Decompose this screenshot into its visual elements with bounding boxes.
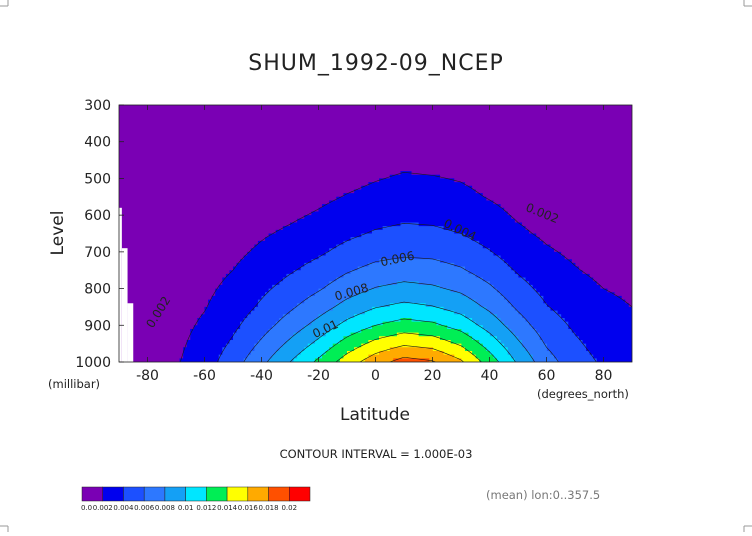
- contour-band-6: [314, 317, 498, 362]
- y-tick-label: 600: [84, 208, 111, 224]
- y-tick-label: 400: [84, 135, 111, 151]
- legend-label: 0.012: [196, 504, 216, 512]
- legend-swatch-3: [143, 486, 166, 502]
- x-tick-label: 40: [481, 368, 499, 384]
- legend-swatch-1: [102, 486, 124, 502]
- mean-note: (mean) lon:0..357.5: [486, 488, 600, 502]
- legend-swatch-0: [81, 486, 103, 502]
- contour-line-0.004: [217, 223, 597, 362]
- contour-interval-text: CONTOUR INTERVAL = 1.000E-03: [280, 447, 473, 461]
- contour-line-0.018: [389, 356, 436, 362]
- contour-band-8: [364, 347, 462, 362]
- legend-label: 0.01: [178, 504, 194, 512]
- chart-title: SHUM_1992-09_NCEP: [248, 51, 504, 76]
- contour-line-0.01: [289, 301, 516, 362]
- x-tick-label: 60: [538, 368, 556, 384]
- legend-label: 0.014: [217, 504, 238, 512]
- legend-label: 0.0: [81, 504, 92, 512]
- legend-label: 0.004: [113, 504, 134, 512]
- x-tick-label: -80: [136, 368, 159, 384]
- contour-line-0.002: [180, 172, 632, 362]
- contour-line-0.006: [243, 256, 559, 362]
- contour-band-3: [243, 255, 558, 362]
- legend-swatch-6: [206, 486, 228, 502]
- missing-data-region-0: [119, 207, 122, 362]
- y-tick-label: 500: [84, 171, 111, 187]
- legend-swatch-10: [289, 486, 311, 502]
- contour-band-2: [218, 222, 597, 362]
- missing-data-region-1: [121, 248, 128, 362]
- contour-line-0.008: [266, 281, 535, 362]
- x-units-label: (degrees_north): [537, 387, 629, 401]
- contour-label-3: 0.006: [379, 249, 416, 270]
- x-tick-label: -20: [307, 368, 330, 384]
- legend-label: 0.016: [238, 504, 259, 512]
- legend-label: 0.002: [93, 504, 113, 512]
- legend-swatch-9: [268, 486, 290, 502]
- legend-swatch-5: [185, 486, 207, 502]
- x-axis: -80 -60 -40 -20 0 20 40 60 80: [136, 105, 612, 384]
- x-tick-label: 20: [424, 368, 442, 384]
- legend-swatch-8: [247, 486, 269, 502]
- y-units-label: (millibar): [48, 377, 100, 391]
- contour-band-4: [268, 281, 533, 362]
- legend-label: 0.018: [259, 504, 279, 512]
- color-legend: 0.0 0.002 0.004 0.006 0.008 0.01 0.012 0.014 0.0…: [81, 486, 311, 512]
- contour-fill-layer: [119, 105, 632, 362]
- y-tick-label: 700: [84, 245, 111, 261]
- y-tick-label: 300: [84, 98, 111, 114]
- x-tick-label: -40: [250, 368, 273, 384]
- contour-line-0.014: [335, 332, 482, 362]
- x-tick-label: 80: [595, 368, 613, 384]
- missing-data-region-2: [127, 303, 134, 362]
- legend-label: 0.008: [155, 504, 175, 512]
- legend-swatch-4: [164, 486, 186, 502]
- missing-data-layer: [119, 207, 134, 362]
- contour-band-1: [179, 171, 632, 362]
- x-tick-label: -60: [193, 368, 216, 384]
- y-tick-label: 800: [84, 282, 111, 298]
- y-tick-label: 1000: [75, 355, 111, 371]
- x-axis-label: Latitude: [340, 405, 410, 425]
- contour-band-0: [119, 105, 632, 362]
- legend-label: 0.006: [134, 504, 155, 512]
- legend-swatch-2: [123, 486, 145, 502]
- y-axis: 300 400 500 600 700 800 900 1000: [75, 98, 124, 371]
- y-tick-label: 900: [84, 318, 111, 334]
- x-tick-label: 0: [371, 368, 380, 384]
- y-axis-label: Level: [48, 211, 68, 256]
- legend-swatch-7: [226, 486, 249, 502]
- contour-band-5: [293, 303, 515, 362]
- legend-label: 0.02: [281, 504, 297, 512]
